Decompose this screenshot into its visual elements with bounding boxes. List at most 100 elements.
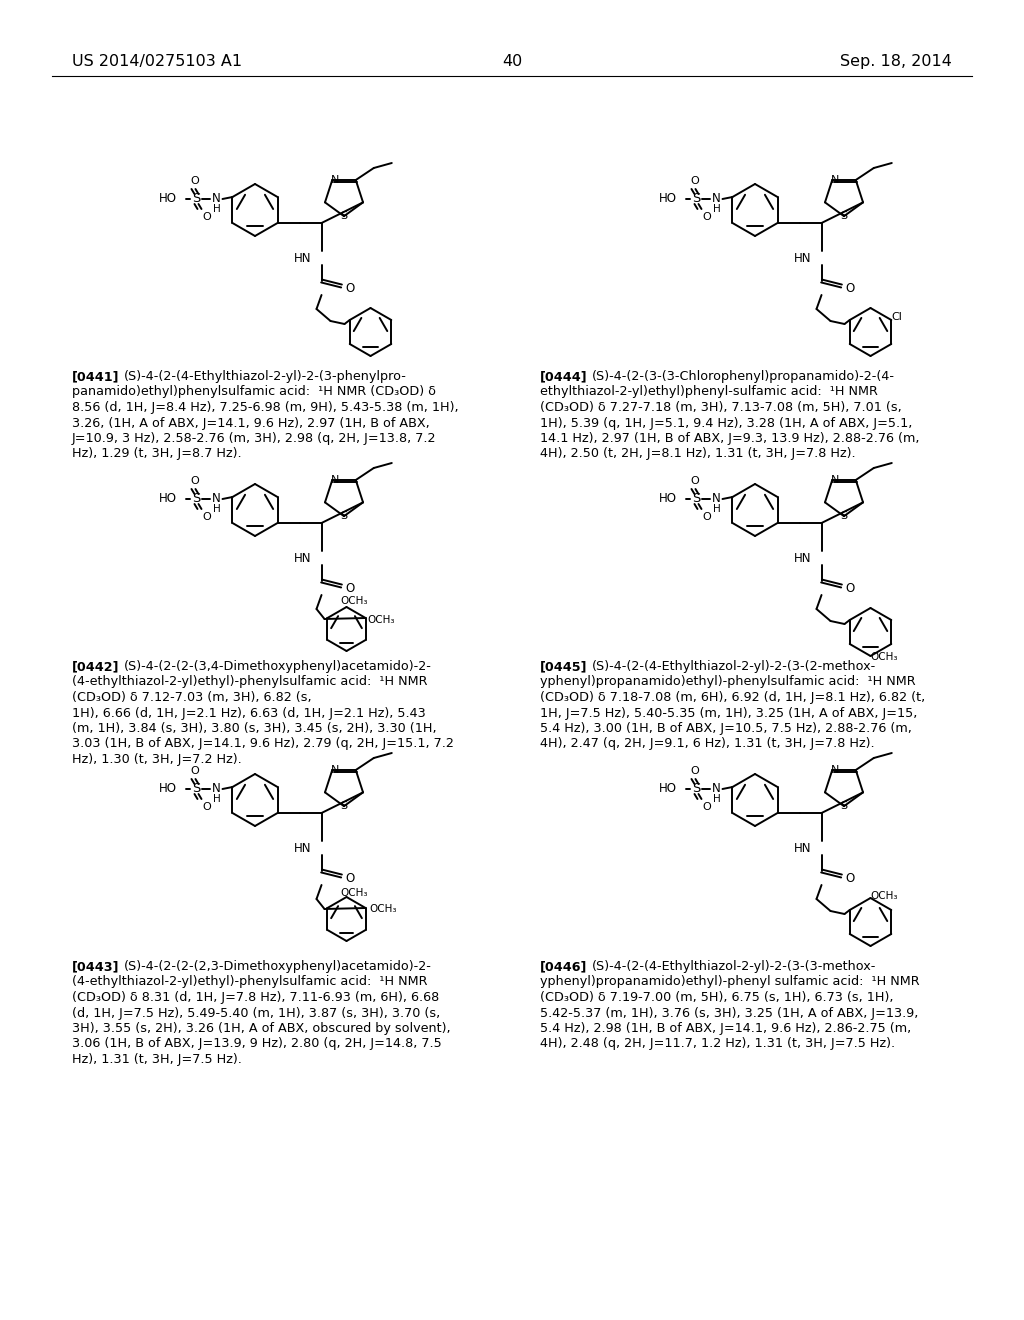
Text: S: S: [340, 211, 347, 222]
Text: S: S: [692, 193, 700, 206]
Text: OCH₃: OCH₃: [367, 615, 394, 624]
Text: HN: HN: [794, 552, 811, 565]
Text: HO: HO: [658, 783, 677, 796]
Text: 3.06 (1H, B of ABX, J=13.9, 9 Hz), 2.80 (q, 2H, J=14.8, 7.5: 3.06 (1H, B of ABX, J=13.9, 9 Hz), 2.80 …: [72, 1038, 441, 1051]
Text: 3.26, (1H, A of ABX, J=14.1, 9.6 Hz), 2.97 (1H, B of ABX,: 3.26, (1H, A of ABX, J=14.1, 9.6 Hz), 2.…: [72, 417, 430, 429]
Text: N: N: [712, 492, 721, 506]
Text: (S)-4-(2-(4-Ethylthiazol-2-yl)-2-(3-(3-methox-: (S)-4-(2-(4-Ethylthiazol-2-yl)-2-(3-(3-m…: [592, 960, 877, 973]
Text: H: H: [713, 795, 720, 804]
Text: (S)-4-(2-(3-(3-Chlorophenyl)propanamido)-2-(4-: (S)-4-(2-(3-(3-Chlorophenyl)propanamido)…: [592, 370, 895, 383]
Text: OCH₃: OCH₃: [369, 904, 396, 913]
Text: (CD₃OD) δ 7.27-7.18 (m, 3H), 7.13-7.08 (m, 5H), 7.01 (s,: (CD₃OD) δ 7.27-7.18 (m, 3H), 7.13-7.08 (…: [540, 401, 902, 414]
Text: OCH₃: OCH₃: [870, 652, 898, 663]
Text: [0442]: [0442]: [72, 660, 120, 673]
Text: Sep. 18, 2014: Sep. 18, 2014: [840, 54, 952, 69]
Text: N: N: [212, 492, 221, 506]
Text: (m, 1H), 3.84 (s, 3H), 3.80 (s, 3H), 3.45 (s, 2H), 3.30 (1H,: (m, 1H), 3.84 (s, 3H), 3.80 (s, 3H), 3.4…: [72, 722, 436, 735]
Text: [0443]: [0443]: [72, 960, 120, 973]
Text: (S)-4-(2-(2-(2,3-Dimethoxyphenyl)acetamido)-2-: (S)-4-(2-(2-(2,3-Dimethoxyphenyl)acetami…: [124, 960, 432, 973]
Text: N: N: [331, 176, 339, 185]
Text: S: S: [340, 511, 347, 521]
Text: (4-ethylthiazol-2-yl)ethyl)-phenylsulfamic acid:  ¹H NMR: (4-ethylthiazol-2-yl)ethyl)-phenylsulfam…: [72, 975, 427, 989]
Text: 1H), 6.66 (d, 1H, J=2.1 Hz), 6.63 (d, 1H, J=2.1 Hz), 5.43: 1H), 6.66 (d, 1H, J=2.1 Hz), 6.63 (d, 1H…: [72, 706, 426, 719]
Text: (S)-4-(2-(4-Ethylthiazol-2-yl)-2-(3-phenylpro-: (S)-4-(2-(4-Ethylthiazol-2-yl)-2-(3-phen…: [124, 370, 407, 383]
Text: S: S: [841, 211, 848, 222]
Text: O: O: [190, 766, 199, 776]
Text: HN: HN: [794, 842, 811, 854]
Text: Cl: Cl: [891, 312, 902, 322]
Text: N: N: [712, 783, 721, 796]
Text: Hz), 1.30 (t, 3H, J=7.2 Hz).: Hz), 1.30 (t, 3H, J=7.2 Hz).: [72, 752, 242, 766]
Text: [0444]: [0444]: [540, 370, 588, 383]
Text: (CD₃OD) δ 7.12-7.03 (m, 3H), 6.82 (s,: (CD₃OD) δ 7.12-7.03 (m, 3H), 6.82 (s,: [72, 690, 311, 704]
Text: O: O: [702, 213, 711, 222]
Text: N: N: [331, 766, 339, 775]
Text: 1H, J=7.5 Hz), 5.40-5.35 (m, 1H), 3.25 (1H, A of ABX, J=15,: 1H, J=7.5 Hz), 5.40-5.35 (m, 1H), 3.25 (…: [540, 706, 918, 719]
Text: O: O: [690, 477, 698, 486]
Text: O: O: [190, 477, 199, 486]
Text: S: S: [193, 783, 201, 796]
Text: (CD₃OD) δ 7.18-7.08 (m, 6H), 6.92 (d, 1H, J=8.1 Hz), 6.82 (t,: (CD₃OD) δ 7.18-7.08 (m, 6H), 6.92 (d, 1H…: [540, 690, 926, 704]
Text: US 2014/0275103 A1: US 2014/0275103 A1: [72, 54, 242, 69]
Text: panamido)ethyl)phenylsulfamic acid:  ¹H NMR (CD₃OD) δ: panamido)ethyl)phenylsulfamic acid: ¹H N…: [72, 385, 436, 399]
Text: 3H), 3.55 (s, 2H), 3.26 (1H, A of ABX, obscured by solvent),: 3H), 3.55 (s, 2H), 3.26 (1H, A of ABX, o…: [72, 1022, 451, 1035]
Text: 5.4 Hz), 2.98 (1H, B of ABX, J=14.1, 9.6 Hz), 2.86-2.75 (m,: 5.4 Hz), 2.98 (1H, B of ABX, J=14.1, 9.6…: [540, 1022, 911, 1035]
Text: (4-ethylthiazol-2-yl)ethyl)-phenylsulfamic acid:  ¹H NMR: (4-ethylthiazol-2-yl)ethyl)-phenylsulfam…: [72, 676, 427, 689]
Text: [0441]: [0441]: [72, 370, 120, 383]
Text: OCH₃: OCH₃: [341, 888, 369, 898]
Text: 4H), 2.47 (q, 2H, J=9.1, 6 Hz), 1.31 (t, 3H, J=7.8 Hz).: 4H), 2.47 (q, 2H, J=9.1, 6 Hz), 1.31 (t,…: [540, 738, 874, 751]
Text: (S)-4-(2-(2-(3,4-Dimethoxyphenyl)acetamido)-2-: (S)-4-(2-(2-(3,4-Dimethoxyphenyl)acetami…: [124, 660, 432, 673]
Text: HN: HN: [294, 842, 311, 854]
Text: 4H), 2.48 (q, 2H, J=11.7, 1.2 Hz), 1.31 (t, 3H, J=7.5 Hz).: 4H), 2.48 (q, 2H, J=11.7, 1.2 Hz), 1.31 …: [540, 1038, 895, 1051]
Text: S: S: [692, 492, 700, 506]
Text: OCH₃: OCH₃: [870, 891, 898, 902]
Text: OCH₃: OCH₃: [341, 597, 369, 606]
Text: O: O: [845, 281, 854, 294]
Text: HN: HN: [794, 252, 811, 264]
Text: N: N: [212, 193, 221, 206]
Text: 3.03 (1H, B of ABX, J=14.1, 9.6 Hz), 2.79 (q, 2H, J=15.1, 7.2: 3.03 (1H, B of ABX, J=14.1, 9.6 Hz), 2.7…: [72, 738, 454, 751]
Text: N: N: [212, 783, 221, 796]
Text: O: O: [690, 766, 698, 776]
Text: N: N: [831, 176, 840, 185]
Text: 40: 40: [502, 54, 522, 69]
Text: yphenyl)propanamido)ethyl)-phenylsulfamic acid:  ¹H NMR: yphenyl)propanamido)ethyl)-phenylsulfami…: [540, 676, 915, 689]
Text: [0445]: [0445]: [540, 660, 588, 673]
Text: N: N: [831, 766, 840, 775]
Text: O: O: [690, 176, 698, 186]
Text: N: N: [331, 475, 339, 484]
Text: (S)-4-(2-(4-Ethylthiazol-2-yl)-2-(3-(2-methox-: (S)-4-(2-(4-Ethylthiazol-2-yl)-2-(3-(2-m…: [592, 660, 877, 673]
Text: Hz), 1.29 (t, 3H, J=8.7 Hz).: Hz), 1.29 (t, 3H, J=8.7 Hz).: [72, 447, 242, 461]
Text: S: S: [193, 492, 201, 506]
Text: S: S: [692, 783, 700, 796]
Text: 4H), 2.50 (t, 2H, J=8.1 Hz), 1.31 (t, 3H, J=7.8 Hz).: 4H), 2.50 (t, 2H, J=8.1 Hz), 1.31 (t, 3H…: [540, 447, 856, 461]
Text: O: O: [845, 582, 854, 594]
Text: Hz), 1.31 (t, 3H, J=7.5 Hz).: Hz), 1.31 (t, 3H, J=7.5 Hz).: [72, 1053, 242, 1067]
Text: 8.56 (d, 1H, J=8.4 Hz), 7.25-6.98 (m, 9H), 5.43-5.38 (m, 1H),: 8.56 (d, 1H, J=8.4 Hz), 7.25-6.98 (m, 9H…: [72, 401, 459, 414]
Text: HN: HN: [294, 552, 311, 565]
Text: (CD₃OD) δ 8.31 (d, 1H, J=7.8 Hz), 7.11-6.93 (m, 6H), 6.68: (CD₃OD) δ 8.31 (d, 1H, J=7.8 Hz), 7.11-6…: [72, 991, 439, 1005]
Text: (d, 1H, J=7.5 Hz), 5.49-5.40 (m, 1H), 3.87 (s, 3H), 3.70 (s,: (d, 1H, J=7.5 Hz), 5.49-5.40 (m, 1H), 3.…: [72, 1006, 440, 1019]
Text: 1H), 5.39 (q, 1H, J=5.1, 9.4 Hz), 3.28 (1H, A of ABX, J=5.1,: 1H), 5.39 (q, 1H, J=5.1, 9.4 Hz), 3.28 (…: [540, 417, 912, 429]
Text: N: N: [712, 193, 721, 206]
Text: [0446]: [0446]: [540, 960, 588, 973]
Text: HO: HO: [159, 783, 176, 796]
Text: HO: HO: [658, 492, 677, 506]
Text: O: O: [702, 512, 711, 521]
Text: HO: HO: [159, 492, 176, 506]
Text: ethylthiazol-2-yl)ethyl)phenyl-sulfamic acid:  ¹H NMR: ethylthiazol-2-yl)ethyl)phenyl-sulfamic …: [540, 385, 878, 399]
Text: H: H: [713, 205, 720, 214]
Text: O: O: [202, 213, 211, 222]
Text: HO: HO: [658, 193, 677, 206]
Text: J=10.9, 3 Hz), 2.58-2.76 (m, 3H), 2.98 (q, 2H, J=13.8, 7.2: J=10.9, 3 Hz), 2.58-2.76 (m, 3H), 2.98 (…: [72, 432, 436, 445]
Text: H: H: [213, 205, 220, 214]
Text: S: S: [340, 801, 347, 812]
Text: O: O: [845, 871, 854, 884]
Text: 5.42-5.37 (m, 1H), 3.76 (s, 3H), 3.25 (1H, A of ABX, J=13.9,: 5.42-5.37 (m, 1H), 3.76 (s, 3H), 3.25 (1…: [540, 1006, 919, 1019]
Text: H: H: [213, 795, 220, 804]
Text: N: N: [831, 475, 840, 484]
Text: O: O: [202, 803, 211, 812]
Text: yphenyl)propanamido)ethyl)-phenyl sulfamic acid:  ¹H NMR: yphenyl)propanamido)ethyl)-phenyl sulfam…: [540, 975, 920, 989]
Text: O: O: [702, 803, 711, 812]
Text: O: O: [202, 512, 211, 521]
